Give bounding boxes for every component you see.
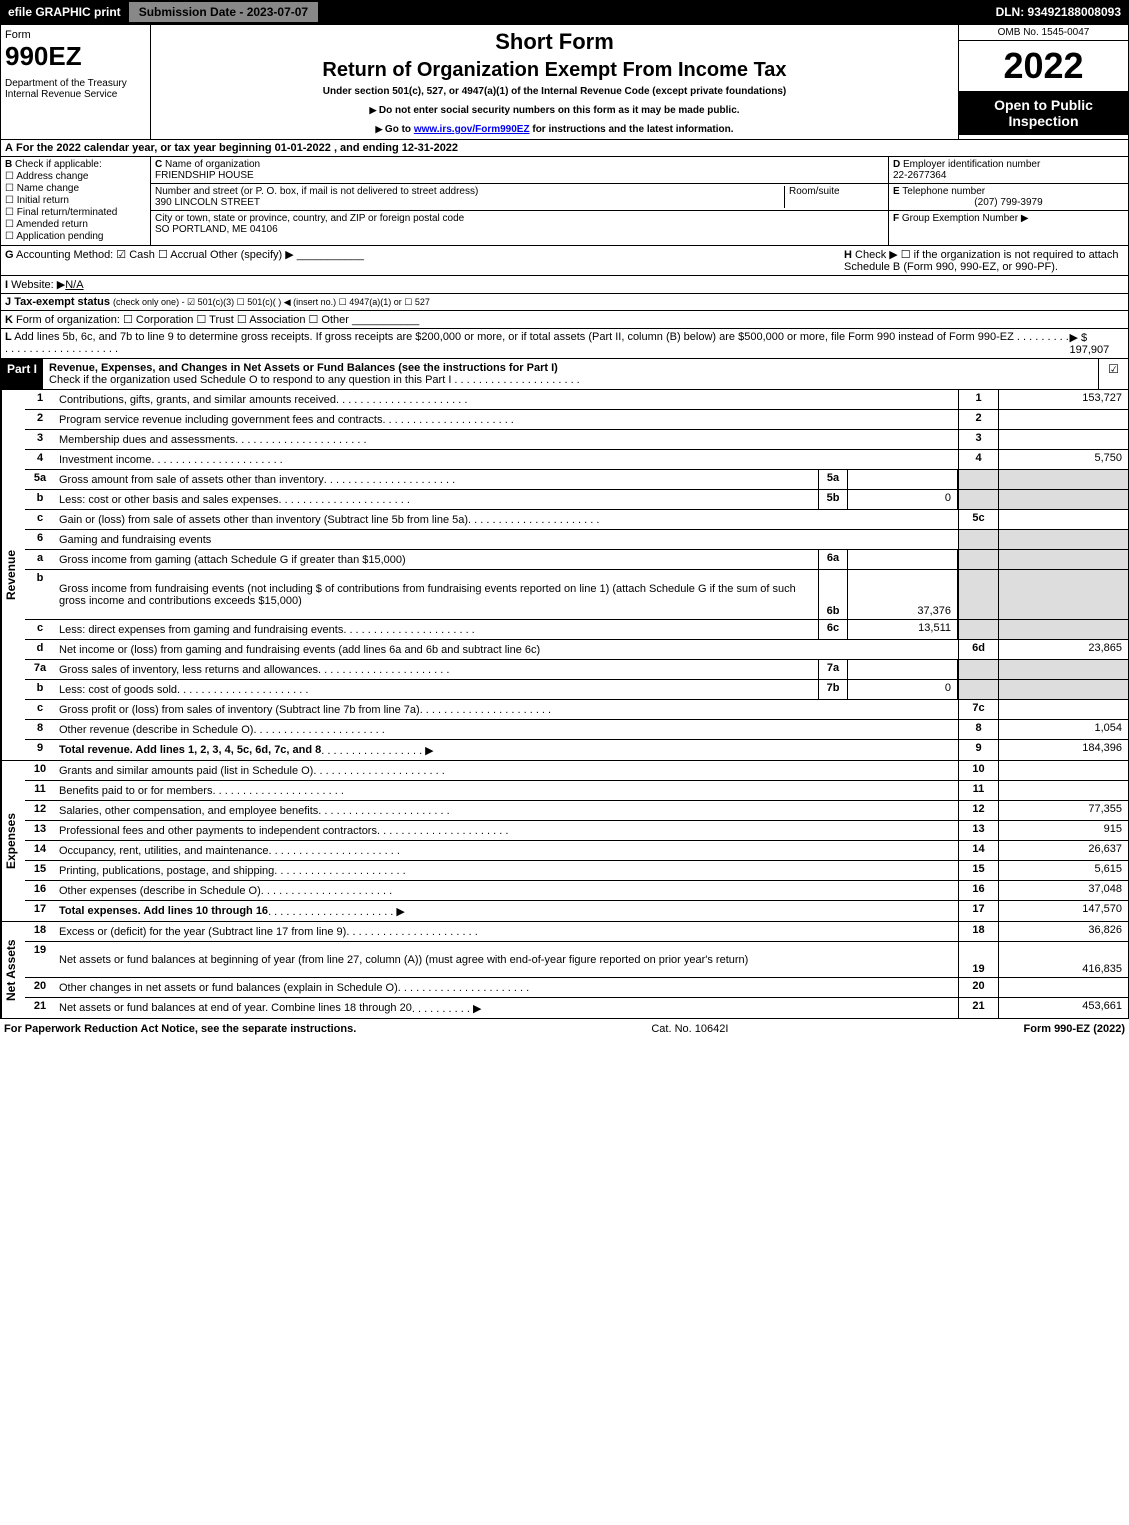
line6c-val: 13,511 xyxy=(848,620,958,639)
row-i: I Website: ▶N/A xyxy=(0,276,1129,294)
org-name: FRIENDSHIP HOUSE xyxy=(155,170,254,181)
expense-lines: 10Grants and similar amounts paid (list … xyxy=(25,761,1128,921)
chk-amended[interactable]: ☐ Amended return xyxy=(5,219,146,230)
form-ref: Form 990-EZ (2022) xyxy=(1024,1023,1126,1035)
header-center: Short Form Return of Organization Exempt… xyxy=(151,25,958,139)
gross-receipts: ▶ $ 197,907 xyxy=(1069,331,1124,356)
d-ein: D Employer identification number22-26773… xyxy=(889,157,1128,184)
part1-checkbox[interactable]: ☑ xyxy=(1098,359,1128,389)
row-l: L Add lines 5b, 6c, and 7b to line 9 to … xyxy=(0,329,1129,359)
form-label: Form xyxy=(5,29,146,41)
row-k: K Form of organization: ☐ Corporation ☐ … xyxy=(0,311,1129,329)
netassets-side-label: Net Assets xyxy=(1,922,25,1018)
footer: For Paperwork Reduction Act Notice, see … xyxy=(0,1019,1129,1039)
form-header: Form 990EZ Department of the Treasury In… xyxy=(0,24,1129,140)
goto-note: Go to www.irs.gov/Form990EZ for instruct… xyxy=(155,124,954,135)
top-bar: efile GRAPHIC print Submission Date - 20… xyxy=(0,0,1129,24)
col-d: D Employer identification number22-26773… xyxy=(888,157,1128,245)
department: Department of the Treasury Internal Reve… xyxy=(5,78,146,100)
line4-val: 5,750 xyxy=(998,450,1128,469)
line21-val: 453,661 xyxy=(998,998,1128,1018)
col-b: B Check if applicable: ☐ Address change … xyxy=(1,157,151,245)
netassets-lines: 18Excess or (deficit) for the year (Subt… xyxy=(25,922,1128,1018)
row-a: A For the 2022 calendar year, or tax yea… xyxy=(0,140,1129,157)
short-form-title: Short Form xyxy=(155,29,954,55)
row-a-text: For the 2022 calendar year, or tax year … xyxy=(16,142,458,154)
cat-no: Cat. No. 10642I xyxy=(356,1023,1023,1035)
chk-name[interactable]: ☐ Name change xyxy=(5,183,146,194)
line12-val: 77,355 xyxy=(998,801,1128,820)
phone-value: (207) 799-3979 xyxy=(893,197,1124,208)
row-g: G Accounting Method: ☑ Cash ☐ Accrual Ot… xyxy=(0,246,1129,276)
header-right: OMB No. 1545-0047 2022 Open to Public In… xyxy=(958,25,1128,139)
line14-val: 26,637 xyxy=(998,841,1128,860)
return-title: Return of Organization Exempt From Incom… xyxy=(155,59,954,82)
c-addr-cell: Number and street (or P. O. box, if mail… xyxy=(151,184,888,211)
line16-val: 37,048 xyxy=(998,881,1128,900)
line9-val: 184,396 xyxy=(998,740,1128,760)
irs-link[interactable]: www.irs.gov/Form990EZ xyxy=(414,124,530,135)
h-text: Check ▶ ☐ if the organization is not req… xyxy=(844,249,1119,273)
col-c: C Name of organizationFRIENDSHIP HOUSE N… xyxy=(151,157,888,245)
open-inspection: Open to Public Inspection xyxy=(959,91,1128,135)
website-val: N/A xyxy=(65,279,83,291)
b-label: Check if applicable: xyxy=(15,159,102,170)
line18-val: 36,826 xyxy=(998,922,1128,941)
f-group: F Group Exemption Number ▶ xyxy=(889,211,1128,226)
tax-year: 2022 xyxy=(959,41,1128,91)
ssn-note: Do not enter social security numbers on … xyxy=(155,105,954,116)
part1-text: Revenue, Expenses, and Changes in Net As… xyxy=(43,359,1098,389)
line13-val: 915 xyxy=(998,821,1128,840)
line1-val: 153,727 xyxy=(998,390,1128,409)
row-bcd: B Check if applicable: ☐ Address change … xyxy=(0,157,1129,246)
ein-value: 22-2677364 xyxy=(893,170,946,181)
line19-val: 416,835 xyxy=(998,942,1128,977)
chk-final[interactable]: ☐ Final return/terminated xyxy=(5,207,146,218)
room-label: Room/suite xyxy=(784,186,884,208)
org-city: SO PORTLAND, ME 04106 xyxy=(155,224,278,235)
line15-val: 5,615 xyxy=(998,861,1128,880)
org-addr: 390 LINCOLN STREET xyxy=(155,197,260,208)
expenses-section: Expenses 10Grants and similar amounts pa… xyxy=(0,761,1129,922)
header-left: Form 990EZ Department of the Treasury In… xyxy=(1,25,151,139)
paperwork-notice: For Paperwork Reduction Act Notice, see … xyxy=(4,1023,356,1035)
chk-pending[interactable]: ☐ Application pending xyxy=(5,231,146,242)
omb-number: OMB No. 1545-0047 xyxy=(959,25,1128,41)
revenue-side-label: Revenue xyxy=(1,390,25,760)
expenses-side-label: Expenses xyxy=(1,761,25,921)
row-j: J Tax-exempt status (check only one) - ☑… xyxy=(0,294,1129,311)
form-number: 990EZ xyxy=(5,41,146,72)
c-city-cell: City or town, state or province, country… xyxy=(151,211,888,237)
line17-val: 147,570 xyxy=(998,901,1128,921)
netassets-section: Net Assets 18Excess or (deficit) for the… xyxy=(0,922,1129,1019)
chk-address[interactable]: ☐ Address change xyxy=(5,171,146,182)
line8-val: 1,054 xyxy=(998,720,1128,739)
under-section: Under section 501(c), 527, or 4947(a)(1)… xyxy=(155,86,954,97)
chk-initial[interactable]: ☐ Initial return xyxy=(5,195,146,206)
part1-header: Part I Revenue, Expenses, and Changes in… xyxy=(0,359,1129,390)
dln: DLN: 93492188008093 xyxy=(988,5,1129,19)
revenue-section: Revenue 1Contributions, gifts, grants, a… xyxy=(0,390,1129,761)
efile-label: efile GRAPHIC print xyxy=(0,5,129,19)
c-name-cell: C Name of organizationFRIENDSHIP HOUSE xyxy=(151,157,888,184)
line6d-val: 23,865 xyxy=(998,640,1128,659)
submission-date: Submission Date - 2023-07-07 xyxy=(129,2,318,22)
revenue-lines: 1Contributions, gifts, grants, and simil… xyxy=(25,390,1128,760)
e-phone: E Telephone number(207) 799-3979 xyxy=(889,184,1128,211)
part1-badge: Part I xyxy=(1,359,43,389)
line6b-val: 37,376 xyxy=(848,570,958,619)
